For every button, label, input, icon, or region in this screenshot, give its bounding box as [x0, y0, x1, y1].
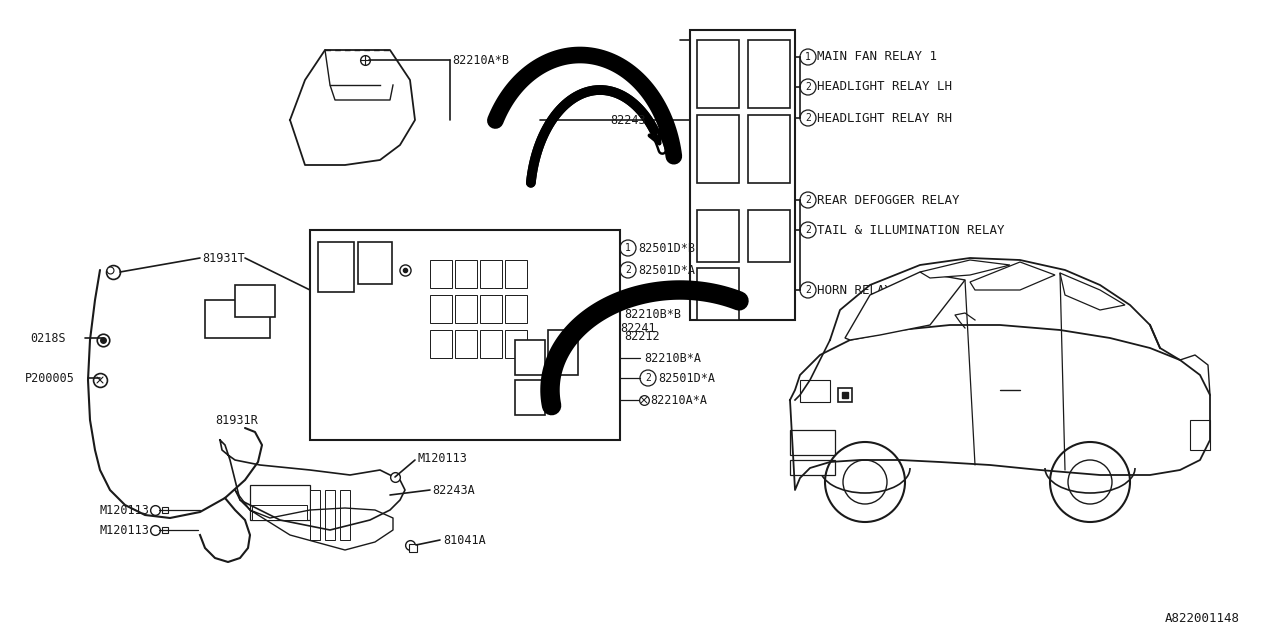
Text: 82501D*A: 82501D*A — [658, 371, 716, 385]
Bar — [454, 295, 477, 323]
Text: 81041A: 81041A — [443, 534, 485, 547]
Text: 1: 1 — [625, 243, 631, 253]
Text: TAIL & ILLUMINATION RELAY: TAIL & ILLUMINATION RELAY — [817, 223, 1005, 237]
Bar — [506, 260, 527, 288]
Bar — [250, 485, 310, 520]
Bar — [325, 490, 335, 540]
Text: 82243: 82243 — [611, 113, 645, 127]
Text: A822001148: A822001148 — [1165, 612, 1240, 625]
Text: 1: 1 — [805, 52, 812, 62]
Text: REAR DEFOGGER RELAY: REAR DEFOGGER RELAY — [817, 193, 960, 207]
Bar — [698, 40, 739, 108]
Bar — [698, 210, 739, 262]
Bar — [430, 295, 452, 323]
Bar — [340, 490, 349, 540]
Text: 2: 2 — [805, 113, 812, 123]
Polygon shape — [970, 262, 1055, 290]
Text: 82243A: 82243A — [433, 483, 475, 497]
Bar — [360, 240, 398, 285]
Text: 82231: 82231 — [675, 289, 709, 301]
Text: HEADLIGHT RELAY LH: HEADLIGHT RELAY LH — [817, 81, 952, 93]
Bar — [515, 380, 545, 415]
Text: 82210B*A: 82210B*A — [644, 351, 701, 365]
Bar — [506, 295, 527, 323]
Text: HEADLIGHT RELAY RH: HEADLIGHT RELAY RH — [817, 111, 952, 125]
Text: 2: 2 — [805, 285, 812, 295]
Text: 2: 2 — [625, 265, 631, 275]
Bar — [236, 285, 275, 317]
Bar — [748, 210, 790, 262]
Text: 2: 2 — [805, 195, 812, 205]
Text: 2: 2 — [645, 373, 652, 383]
Bar — [800, 380, 829, 402]
Bar — [310, 490, 320, 540]
Text: 2: 2 — [805, 225, 812, 235]
Bar — [430, 330, 452, 358]
Text: 82501D*A: 82501D*A — [637, 264, 695, 276]
Bar — [748, 115, 790, 183]
Bar — [480, 330, 502, 358]
Bar — [690, 30, 795, 320]
Bar — [698, 115, 739, 183]
Bar — [748, 40, 790, 108]
Bar — [480, 260, 502, 288]
Text: 82210B*B: 82210B*B — [625, 308, 681, 321]
Text: HORN RELAY: HORN RELAY — [817, 284, 892, 296]
Text: 81931R: 81931R — [215, 413, 257, 426]
Bar — [315, 240, 355, 295]
Bar — [790, 430, 835, 455]
Bar — [790, 460, 835, 475]
Bar — [480, 295, 502, 323]
Text: 81931T: 81931T — [202, 252, 244, 264]
Polygon shape — [920, 260, 1010, 278]
Text: 82241: 82241 — [620, 321, 655, 335]
Text: 2: 2 — [805, 82, 812, 92]
Text: M120113: M120113 — [419, 451, 468, 465]
Text: 0218S: 0218S — [29, 332, 65, 344]
Bar — [454, 260, 477, 288]
Bar — [454, 330, 477, 358]
Text: M120113: M120113 — [100, 524, 150, 536]
Polygon shape — [1060, 273, 1125, 310]
Bar — [358, 242, 392, 284]
Text: P200005: P200005 — [26, 371, 74, 385]
Bar — [515, 340, 545, 375]
Polygon shape — [845, 272, 965, 340]
Bar — [506, 330, 527, 358]
Text: MAIN FAN RELAY 1: MAIN FAN RELAY 1 — [817, 51, 937, 63]
Bar — [310, 230, 620, 440]
Text: M120113: M120113 — [100, 504, 150, 516]
Text: 82212: 82212 — [625, 330, 659, 344]
Bar — [252, 505, 307, 520]
Text: 82210A*B: 82210A*B — [452, 54, 509, 67]
Bar — [205, 300, 270, 338]
Bar — [430, 260, 452, 288]
Bar — [317, 242, 355, 292]
Text: 82501D*B: 82501D*B — [637, 241, 695, 255]
Text: 82210A*A: 82210A*A — [650, 394, 707, 406]
Bar — [1190, 420, 1210, 450]
Bar — [698, 268, 739, 320]
Bar — [548, 330, 579, 375]
